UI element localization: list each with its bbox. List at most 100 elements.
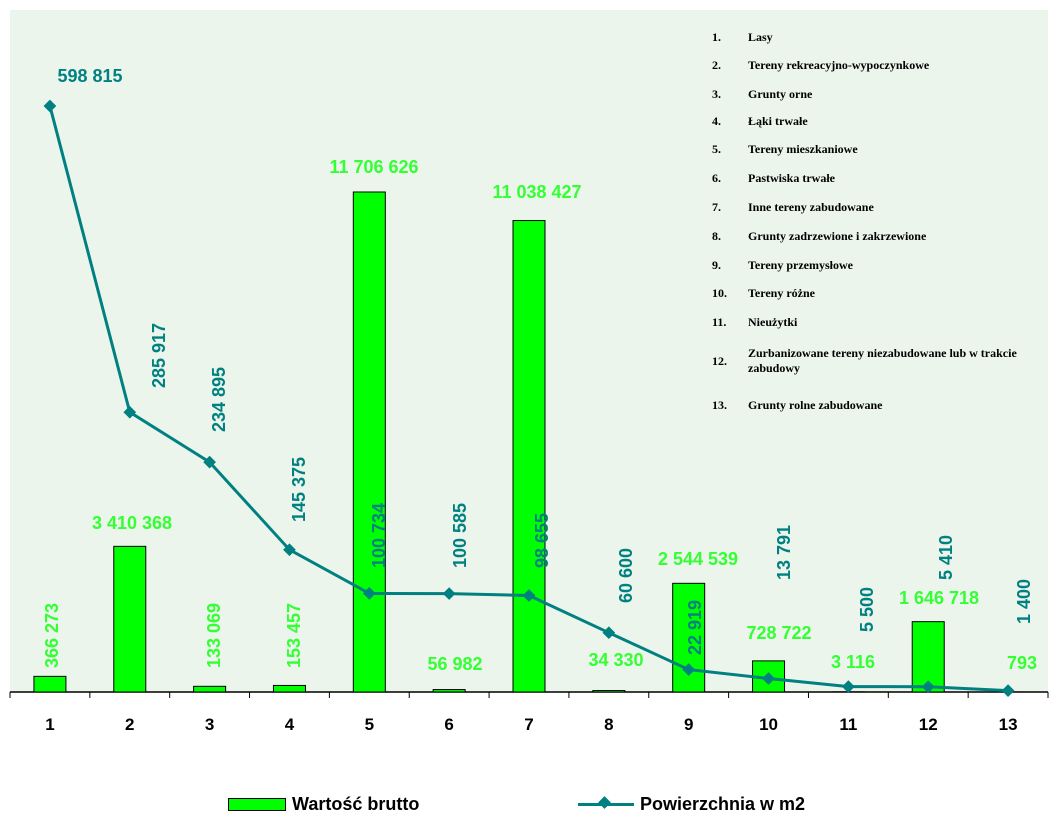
x-tick-label: 1 <box>45 715 54 734</box>
bar-data-label: 793 <box>1007 653 1037 673</box>
line-data-label: 60 600 <box>616 548 636 603</box>
bar-data-label: 56 982 <box>427 654 482 674</box>
category-legend-item: 3. Grunty orne <box>712 87 1042 102</box>
bar-data-label: 11 038 427 <box>492 182 581 202</box>
category-legend-item: 1. Lasy <box>712 30 1042 45</box>
line-data-label: 100 585 <box>450 503 470 568</box>
category-legend-number: 4. <box>712 114 721 128</box>
legend-bar-label: Wartość brutto <box>292 793 420 814</box>
line-point <box>602 626 616 640</box>
line-data-label: 145 375 <box>289 457 309 522</box>
bar-data-label: 153 457 <box>284 603 304 668</box>
bar <box>592 690 626 693</box>
category-legend-item: 10. Tereny różne <box>712 286 1042 301</box>
bar-data-label: 34 330 <box>588 650 643 670</box>
category-legend-text: Lasy <box>748 30 773 44</box>
bar <box>272 684 306 693</box>
line-data-label: 22 919 <box>685 600 705 655</box>
line-data-label: 98 655 <box>532 513 552 568</box>
category-legend-number: 6. <box>712 171 721 185</box>
x-tick-label: 10 <box>759 715 778 734</box>
category-legend-text: Tereny rekreacyjno-wypoczynkowe <box>748 58 930 72</box>
x-tick-label: 6 <box>444 715 453 734</box>
bar-data-label: 728 722 <box>746 623 811 643</box>
category-legend-text: Łąki trwałe <box>748 114 808 128</box>
x-tick-label: 4 <box>285 715 295 734</box>
category-legend-text: Tereny przemysłowe <box>748 258 853 272</box>
bar-data-label: 3 410 368 <box>92 513 172 533</box>
line-point <box>1001 684 1015 697</box>
category-legend-item: 6. Pastwiska trwałe <box>712 171 1042 186</box>
category-legend-number: 2. <box>712 58 721 72</box>
category-legend-number: 1. <box>712 30 721 44</box>
category-legend-number: 13. <box>712 398 727 412</box>
x-tick-label: 11 <box>839 715 857 734</box>
category-legend-number: 10. <box>712 286 727 300</box>
bar <box>113 545 147 693</box>
line-data-label: 598 815 <box>57 66 122 86</box>
x-tick-label: 13 <box>999 715 1018 734</box>
category-legend-number: 3. <box>712 87 721 101</box>
category-legend-number: 9. <box>712 258 721 272</box>
line-data-label: 1 400 <box>1014 579 1034 624</box>
bar <box>352 191 386 693</box>
category-legend-item: 12. Zurbanizowane tereny niezabudowane lu… <box>712 346 1042 376</box>
category-legend-text: Grunty rolne zabudowane <box>748 398 883 412</box>
category-legend-text: Pastwiska trwałe <box>748 171 835 185</box>
category-legend-text: Inne tereny zabudowane <box>748 200 874 214</box>
line-point <box>842 680 855 693</box>
bar-data-label: 2 544 539 <box>658 549 738 569</box>
category-legend-text: Grunty zadrzewione i zakrzewione <box>748 229 927 243</box>
line-point <box>123 405 137 419</box>
category-legend-number: 8. <box>712 229 721 243</box>
category-legend-item: 7. Inne tereny zabudowane <box>712 200 1042 215</box>
line-data-label: 5 500 <box>857 587 877 632</box>
x-tick-label: 2 <box>125 715 134 734</box>
x-tick-label: 12 <box>919 715 938 734</box>
bar <box>193 685 227 693</box>
legend-line-swatch <box>578 796 634 810</box>
category-legend-item: 8. Grunty zadrzewione i zakrzewione <box>712 229 1042 244</box>
category-legend-number: 11. <box>712 315 727 329</box>
category-legend-text: Grunty orne <box>748 87 813 101</box>
line-point <box>203 455 216 469</box>
category-legend-number: 5. <box>712 142 721 156</box>
line-data-label: 5 410 <box>936 535 956 580</box>
line-point <box>442 587 456 600</box>
category-legend-number: 7. <box>712 200 721 214</box>
category-legend-item: 13. Grunty rolne zabudowane <box>712 398 1042 413</box>
category-legend-item: 11. Nieużytki <box>712 315 1042 330</box>
category-legend-item: 5. Tereny mieszkaniowe <box>712 142 1042 157</box>
category-legend-number: 12. <box>712 353 727 368</box>
x-tick-label: 9 <box>684 715 693 734</box>
legend-item-line: Powierzchnia w m2 <box>578 792 805 816</box>
category-legend-item: 2. Tereny rekreacyjno-wypoczynkowe <box>712 58 1042 73</box>
legend-line-label: Powierzchnia w m2 <box>640 793 806 814</box>
line-point <box>43 99 57 113</box>
bar <box>911 621 945 693</box>
bar-data-label: 366 273 <box>42 603 62 668</box>
category-legend-item: 9. Tereny przemysłowe <box>712 258 1042 273</box>
category-legend-text: Tereny różne <box>748 286 815 300</box>
bar-data-label: 133 069 <box>204 603 224 668</box>
bar-data-label: 1 646 718 <box>899 588 979 608</box>
x-tick-label: 8 <box>604 715 613 734</box>
bar <box>512 220 546 693</box>
bar <box>432 689 466 693</box>
bar <box>33 675 67 693</box>
bar-data-label: 3 116 <box>831 652 875 672</box>
line-data-label: 13 791 <box>774 525 794 580</box>
legend-item-bar: Wartość brutto <box>228 792 419 816</box>
category-legend-text: Zurbanizowane tereny niezabudowane lub w… <box>748 346 1017 375</box>
x-tick-label: 7 <box>524 715 533 734</box>
bar-data-label: 11 706 626 <box>329 157 418 177</box>
category-legend-text: Tereny mieszkaniowe <box>748 142 858 156</box>
line-data-label: 285 917 <box>149 323 169 388</box>
category-legend-item: 4. Łąki trwałe <box>712 114 1042 129</box>
line-data-label: 100 734 <box>369 503 389 568</box>
x-tick-label: 3 <box>205 715 214 734</box>
line-data-label: 234 895 <box>209 367 229 432</box>
x-tick-label: 5 <box>365 715 374 734</box>
legend-bar-swatch <box>228 797 286 811</box>
